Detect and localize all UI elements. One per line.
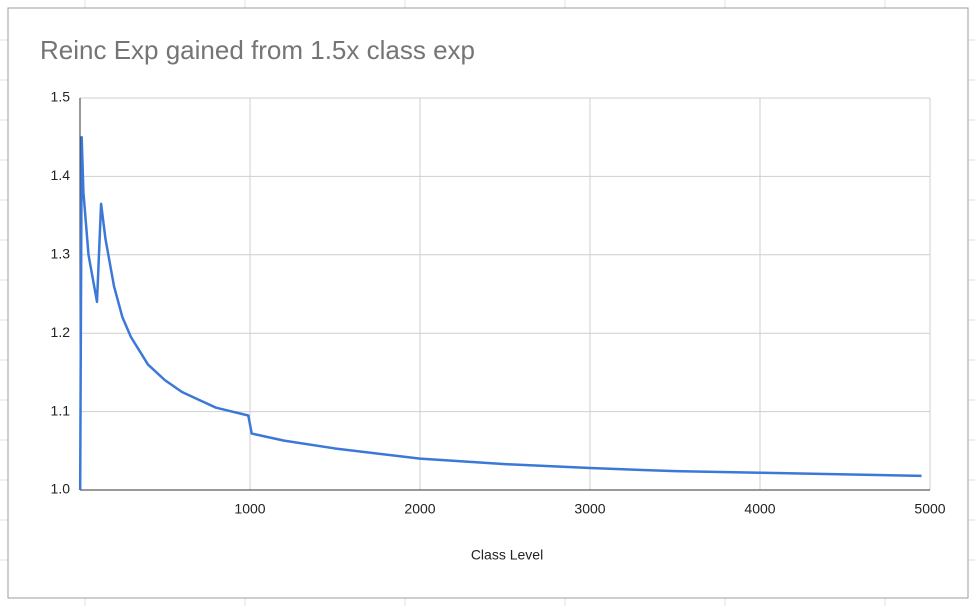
x-tick-label: 3000	[574, 501, 605, 517]
x-tick-label: 4000	[744, 501, 775, 517]
y-tick-label: 1.4	[51, 167, 71, 183]
x-tick-label: 5000	[914, 501, 945, 517]
chart-frame	[7, 7, 969, 599]
x-tick-label: 2000	[404, 501, 435, 517]
y-tick-label: 1.2	[51, 324, 71, 340]
x-tick-label: 1000	[234, 501, 265, 517]
y-tick-label: 1.5	[51, 89, 71, 105]
y-tick-label: 1.0	[51, 481, 71, 497]
data-line	[78, 135, 922, 491]
chart-title: Reinc Exp gained from 1.5x class exp	[40, 35, 475, 65]
x-axis-label: Class Level	[471, 547, 543, 563]
y-tick-label: 1.1	[51, 402, 71, 418]
y-tick-label: 1.3	[51, 246, 71, 262]
